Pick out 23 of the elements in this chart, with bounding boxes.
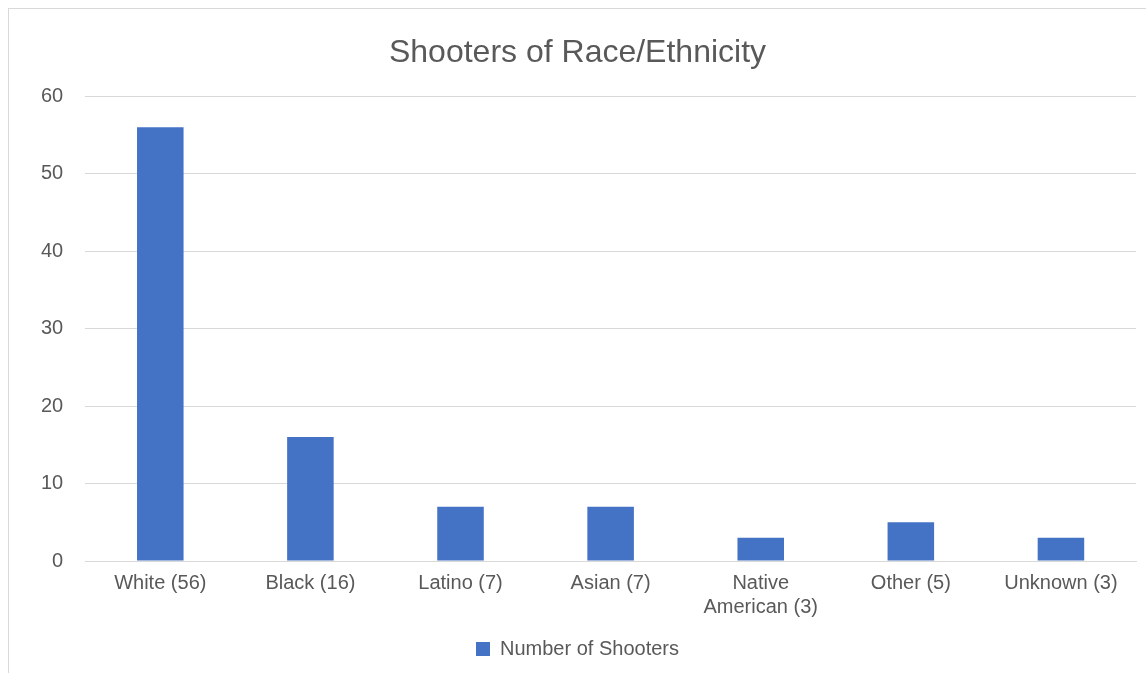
y-tick-label: 30: [41, 316, 64, 339]
chart-title: Shooters of Race/Ethnicity: [388, 33, 767, 70]
x-tick-label: Asian (7): [570, 570, 651, 593]
x-tick-label: Native American (3): [703, 570, 818, 617]
x-tick-label: Latino (7): [418, 570, 503, 593]
y-tick-label: 10: [41, 471, 64, 494]
x-tick-label: Unknown (3): [1004, 570, 1118, 593]
x-tick-label: Black (16): [265, 570, 356, 593]
bar: [437, 506, 484, 561]
bar: [887, 522, 935, 561]
x-tick-label: Other (5): [870, 570, 951, 593]
bar: [287, 437, 334, 561]
y-tick-label: 60: [41, 83, 64, 106]
bar: [137, 127, 184, 561]
y-tick-label: 0: [52, 548, 64, 571]
legend-label: Number of Shooters: [500, 636, 679, 659]
bar: [1037, 537, 1085, 561]
bar: [587, 506, 634, 561]
y-tick-label: 40: [41, 238, 64, 261]
x-tick-label: White (56): [114, 570, 207, 593]
bar: [737, 537, 784, 561]
y-tick-label: 50: [41, 161, 64, 184]
y-tick-label: 20: [41, 393, 64, 416]
